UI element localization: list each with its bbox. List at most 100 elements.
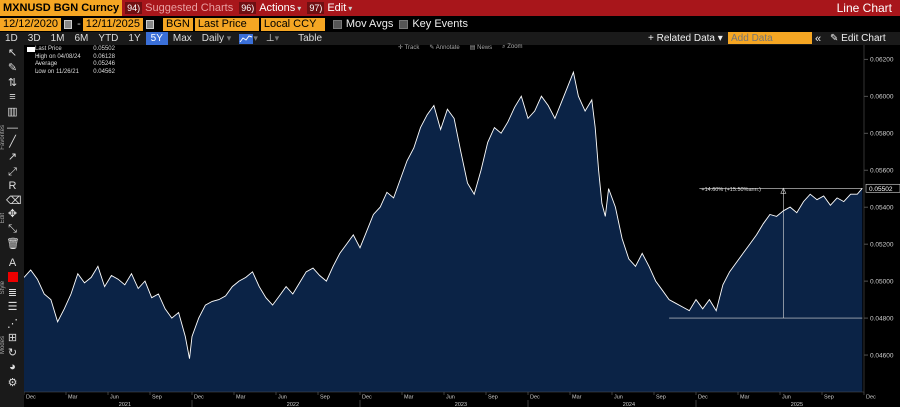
x-month-label: Dec — [698, 395, 708, 401]
move-icon[interactable]: ✥ — [7, 208, 18, 220]
legend-average-text: Average — [35, 61, 58, 67]
mov-avgs-label: Mov Avgs — [345, 18, 394, 30]
x-month-label: Jun — [782, 395, 791, 401]
related-data-menu[interactable]: + Related Data ▾ — [648, 33, 723, 44]
indicator-button[interactable]: ⊥ ▾ — [261, 32, 284, 45]
chevron-down-icon: ▾ — [348, 3, 353, 13]
series-line[interactable] — [24, 70, 863, 359]
x-month-label: Jun — [446, 395, 455, 401]
add-data-input[interactable] — [728, 32, 812, 44]
suggested-charts-menu[interactable]: 94) Suggested Charts — [122, 0, 236, 16]
series-area — [24, 72, 863, 392]
key-events-checkbox[interactable] — [399, 19, 409, 29]
gear-icon[interactable]: ⚙ — [7, 377, 18, 389]
trash-icon[interactable]: 🗑 — [6, 238, 20, 250]
range-button-1y[interactable]: 1Y — [128, 33, 141, 44]
annotate-pencil-icon: ✎ — [429, 45, 435, 51]
x-month-label: Sep — [824, 395, 834, 401]
calendar-icon[interactable] — [145, 19, 154, 29]
legend-low-label: ↓ Low on 11/26/21 — [27, 69, 79, 77]
x-month-label: Mar — [68, 395, 78, 401]
line-chart-icon — [239, 33, 254, 44]
actions-menu[interactable]: 96) Actions ▾ — [236, 0, 304, 16]
horizontal-line-icon[interactable]: — — [7, 122, 18, 134]
crosshair-mode-icon[interactable]: ⋰ — [7, 318, 18, 330]
measure-mode-icon[interactable]: ⊞ — [7, 332, 18, 344]
news-button[interactable]: ▤ News — [470, 44, 492, 51]
range-button-3d[interactable]: 3D — [27, 33, 41, 44]
range-button-6m[interactable]: 6M — [74, 33, 89, 44]
range-button-1m[interactable]: 1M — [50, 33, 65, 44]
x-year-label: 2024 — [623, 402, 635, 407]
window-title: Line Chart — [836, 1, 892, 15]
calendar-icon[interactable] — [64, 19, 73, 29]
range-button-max[interactable]: Max — [172, 33, 192, 44]
range-selector: 1D 3D 1M 6M YTD 1Y 5Y Max — [0, 32, 197, 45]
currency-select[interactable]: Local CCY — [260, 17, 325, 31]
security-ticker[interactable]: MXNUSD BGN Curncy — [0, 0, 123, 16]
end-date-field[interactable]: 12/11/2025 — [82, 17, 143, 31]
text-style-icon[interactable]: A — [8, 257, 17, 269]
channel-tool-icon[interactable]: ≡ — [9, 91, 16, 103]
x-month-label: Mar — [572, 395, 582, 401]
color-swatch-icon[interactable] — [6, 272, 19, 285]
line-style-icon[interactable]: ≣ — [7, 287, 18, 299]
ray-tool-icon[interactable]: ↗ — [7, 151, 18, 163]
range-button-1d[interactable]: 1D — [5, 33, 18, 44]
date-separator: - — [77, 18, 81, 30]
y-tick-label: 0.05600 — [870, 168, 894, 175]
start-date-field[interactable]: 12/12/2020 — [0, 17, 62, 31]
legend-last-price-label: Last Price — [27, 46, 62, 54]
edit-menu[interactable]: 97) Edit ▾ — [304, 0, 355, 16]
mov-avgs-checkbox[interactable] — [332, 19, 342, 29]
frequency-select[interactable]: Daily ▾ — [197, 32, 237, 45]
favorites-section-label: Favorites — [0, 125, 6, 150]
source-field[interactable]: BGN — [162, 17, 193, 31]
legend-average: -- Average 0.05246 — [27, 61, 115, 69]
indicator-icon: ⊥ — [265, 33, 275, 44]
range-button-ytd[interactable]: YTD — [98, 33, 119, 44]
regression-icon[interactable]: ⤢ — [8, 166, 17, 178]
refresh-mode-icon[interactable]: ↻ — [7, 347, 18, 359]
trendline-icon[interactable]: ╱ — [9, 136, 16, 148]
price-chart[interactable]: 0.04600 0.04800 0.05000 0.05200 0.05400 0.056… — [24, 45, 900, 407]
magnet-icon[interactable]: ⤡ — [8, 223, 17, 235]
line-chart-type-button[interactable]: ▾ — [236, 32, 261, 45]
fib-tool-icon[interactable]: ⇅ — [7, 77, 18, 89]
chevron-down-icon: ▾ — [253, 33, 258, 43]
palette-icon[interactable]: ◕ — [9, 361, 16, 373]
range-bar: 1D 3D 1M 6M YTD 1Y 5Y Max Daily ▾ ▾ ⊥ ▾ Table + … — [0, 32, 900, 45]
collapse-icon[interactable]: « — [815, 32, 822, 45]
eraser-icon[interactable]: ⌫ — [6, 195, 22, 207]
annotate-button[interactable]: ✎ Annotate — [429, 44, 459, 51]
zoom-label: Zoom — [507, 44, 523, 50]
track-button[interactable]: ✛ Track — [398, 45, 420, 51]
plot-area — [24, 70, 863, 392]
legend-last-price[interactable]: Last Price 0.05502 — [27, 46, 115, 54]
y-tick-label: 0.06200 — [870, 57, 894, 64]
x-month-label: Dec — [866, 395, 876, 401]
x-month-label: Mar — [236, 395, 246, 401]
pencil-tool-icon[interactable]: ✎ — [7, 62, 18, 74]
text-r-icon[interactable]: R — [8, 180, 17, 192]
cursor-icon[interactable]: ↖ — [7, 47, 18, 59]
legend-low-text: Low on 11/26/21 — [35, 68, 79, 75]
actions-num: 96) — [239, 2, 257, 14]
zoom-button[interactable]: ⌕ Zoom — [502, 44, 522, 51]
edit-chart-button[interactable]: ✎ Edit Chart — [830, 33, 886, 44]
legend-high-text: High on 04/08/24 — [35, 53, 81, 60]
annotation-arrowhead — [780, 187, 787, 194]
legend-average-value: 0.05246 — [93, 61, 115, 67]
table-button[interactable]: Table — [298, 33, 323, 44]
chart-panel-icon[interactable]: ▥ — [7, 106, 18, 118]
chevron-down-icon: ▾ — [297, 3, 302, 13]
range-button-5y[interactable]: 5Y — [145, 32, 168, 45]
line-weight-icon[interactable]: ☰ — [7, 301, 18, 313]
pencil-icon: ✎ — [830, 33, 839, 44]
return-annotation[interactable]: +14.60% (+15.50%ann.) — [669, 187, 863, 319]
field-select[interactable]: Last Price — [194, 17, 259, 31]
chevron-down-icon: ▾ — [717, 33, 723, 44]
x-month-label: Sep — [656, 395, 666, 401]
x-month-label: Jun — [614, 395, 623, 401]
currency-value: Local CCY — [263, 18, 317, 30]
